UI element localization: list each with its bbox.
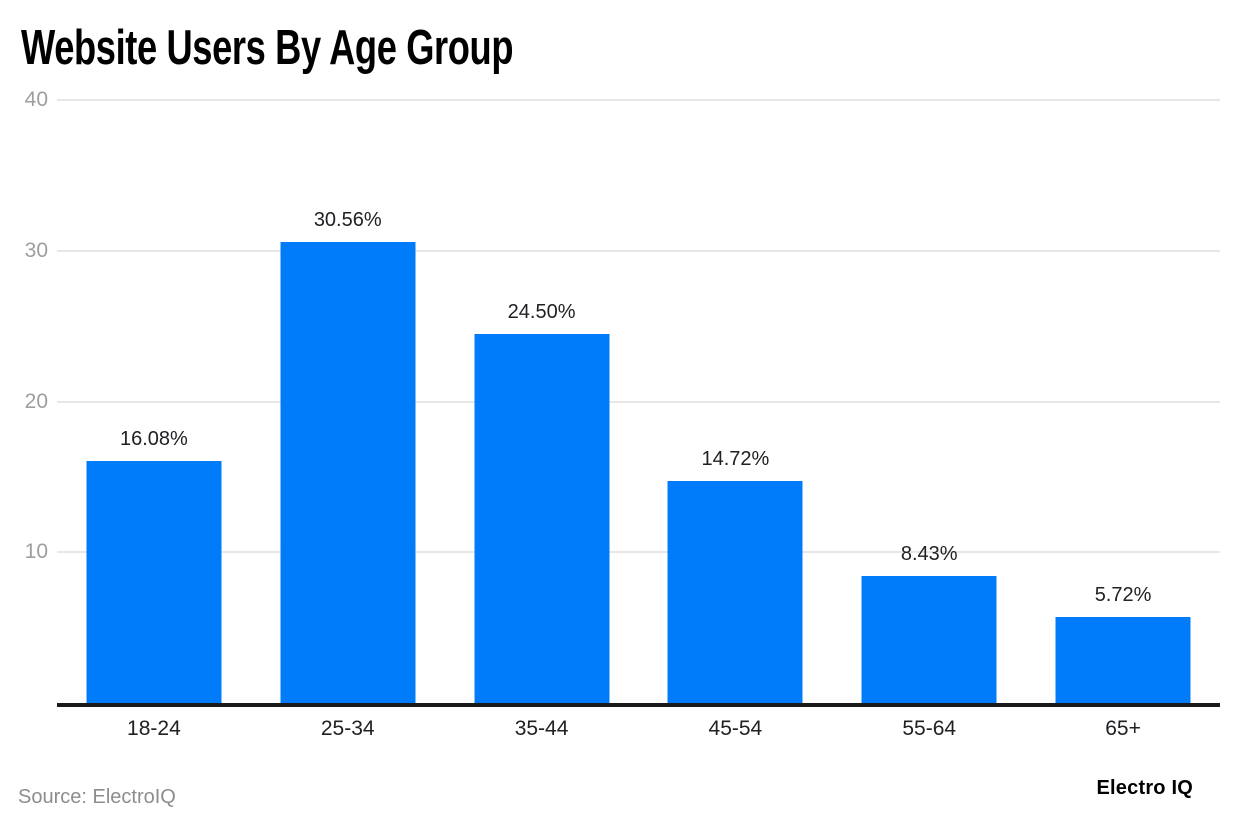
- x-axis-label-18-24: 18-24: [127, 717, 181, 740]
- gridline-10: [57, 551, 1220, 554]
- chart-title: Website Users By Age Group: [21, 21, 514, 75]
- bar-45-54: [667, 481, 803, 703]
- y-tick-label-10: 10: [24, 540, 48, 564]
- gridline-30: [57, 249, 1220, 252]
- x-axis-line: [57, 703, 1220, 707]
- brand-logo: Electro IQ: [1096, 777, 1193, 799]
- source-text: Source: ElectroIQ: [18, 786, 176, 808]
- x-axis-label-45-54: 45-54: [708, 717, 763, 740]
- gridline-40: [57, 99, 1220, 101]
- bars-layer: 16.08% 18-24 30.56% 25-34 24.50% 35-44 14.72% 4…: [57, 100, 1220, 740]
- x-axis-label-35-44: 35-44: [514, 717, 569, 740]
- bar-column-25-34: 30.56% 25-34: [251, 100, 445, 740]
- bar-column-35-44: 24.50% 35-44: [445, 100, 639, 740]
- bar-column-18-24: 16.08% 18-24: [57, 100, 251, 740]
- value-label-55-64: 8.43%: [900, 542, 958, 565]
- x-axis-label-55-64: 55-64: [902, 717, 957, 740]
- value-label-18-24: 16.08%: [119, 427, 188, 450]
- x-axis-label-25-34: 25-34: [320, 717, 375, 740]
- plot-area: 16.08% 18-24 30.56% 25-34 24.50% 35-44 14.72% 4…: [57, 99, 1220, 740]
- value-label-25-34: 30.56%: [313, 209, 382, 232]
- y-tick-label-20: 20: [24, 389, 48, 413]
- y-tick-label-40: 40: [24, 88, 48, 111]
- gridline-20: [57, 400, 1220, 403]
- y-tick-label-30: 30: [24, 238, 48, 262]
- bar-25-34: [280, 242, 416, 703]
- bar-35-44: [474, 333, 610, 703]
- bar-column-45-54: 14.72% 45-54: [638, 100, 832, 740]
- x-axis-label-65+: 65+: [1105, 717, 1141, 740]
- y-axis-tick-labels: 10 20 30 40: [0, 0, 48, 834]
- bar-column-65+: 5.72% 65+: [1026, 100, 1220, 740]
- value-label-65+: 5.72%: [1094, 583, 1152, 606]
- bar-column-55-64: 8.43% 55-64: [832, 100, 1026, 740]
- bar-65+: [1055, 616, 1191, 703]
- value-label-35-44: 24.50%: [507, 300, 576, 323]
- bar-18-24: [86, 460, 222, 703]
- bar-55-64: [861, 575, 997, 703]
- value-label-45-54: 14.72%: [701, 448, 770, 471]
